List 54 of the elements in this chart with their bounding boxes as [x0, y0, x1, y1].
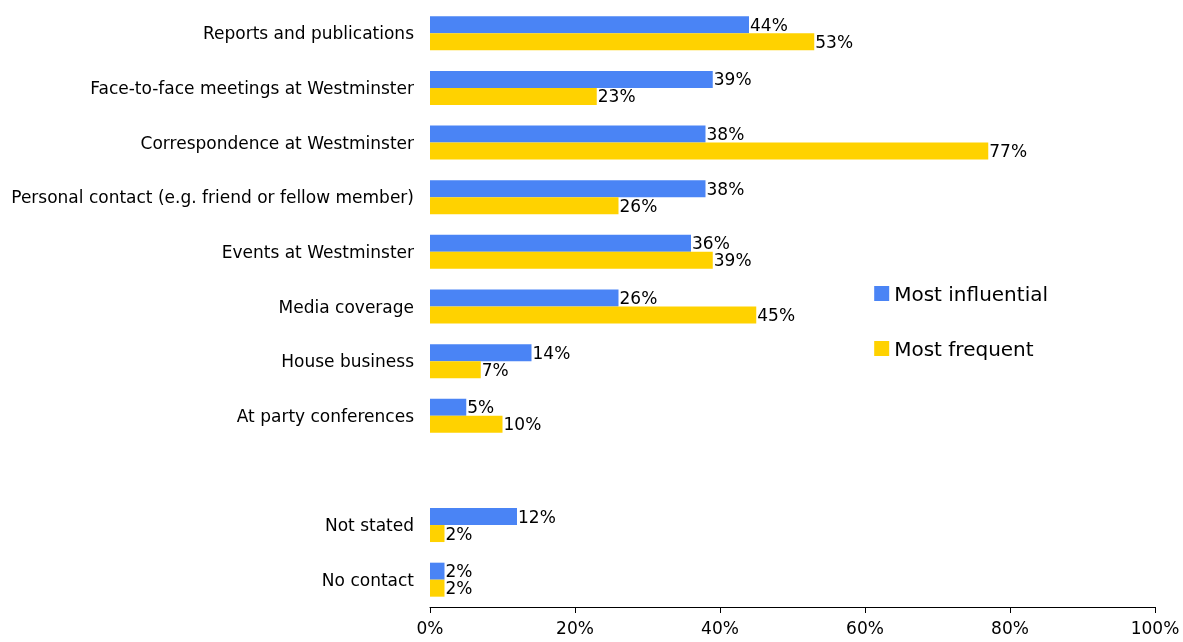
bar [430, 70, 713, 88]
bar [430, 142, 989, 160]
data-label: 26% [619, 195, 658, 216]
y-tick-label: Correspondence at Westminster [140, 132, 415, 153]
y-tick-label: House business [281, 351, 415, 372]
data-label: 12% [518, 506, 556, 527]
bar [430, 87, 597, 105]
data-label: 26% [619, 288, 658, 308]
data-label: 7% [481, 359, 509, 380]
bar [430, 579, 445, 597]
bar [430, 415, 503, 433]
data-label: 53% [815, 31, 854, 52]
y-tick-label: Face-to-face meetings at Westminster [90, 77, 414, 98]
x-tick-label: 0% [416, 617, 444, 638]
data-label: 38% [706, 124, 745, 145]
bar [430, 344, 532, 362]
x-tick-label: 80% [991, 617, 1029, 638]
bar [430, 251, 713, 269]
data-label: 38% [706, 178, 745, 199]
data-label: 2% [445, 523, 473, 544]
bar [430, 361, 481, 379]
data-label: 44% [750, 14, 788, 35]
y-tick-label: Reports and publications [203, 23, 415, 44]
bar [430, 306, 757, 324]
x-tick-label: 40% [701, 617, 739, 638]
bar [430, 562, 445, 580]
x-tick-label: 60% [846, 617, 884, 638]
data-label: 5% [467, 397, 495, 418]
data-label: 45% [757, 305, 796, 325]
y-tick-label: Events at Westminster [221, 241, 414, 262]
data-label: 14% [532, 342, 571, 363]
bar [430, 234, 691, 252]
y-tick-label: At party conferences [236, 405, 415, 426]
data-label: 23% [597, 86, 636, 107]
data-label: 10% [503, 414, 542, 435]
data-label: 77% [989, 141, 1028, 162]
bar [430, 180, 706, 198]
bar [430, 525, 445, 543]
bar [430, 398, 467, 416]
bar [430, 33, 815, 51]
legend-label: Most frequent [894, 336, 1034, 361]
legend-label: Most influential [894, 281, 1048, 306]
bar [430, 125, 706, 143]
y-tick-label: Personal contact (e.g. friend or fellow member) [11, 187, 414, 208]
bar [430, 197, 619, 215]
data-label: 39% [713, 69, 752, 90]
bar [430, 16, 749, 34]
bar [430, 289, 619, 307]
y-tick-label: Media coverage [278, 296, 414, 317]
x-tick-label: 100% [1130, 617, 1180, 638]
y-tick-label: Not stated [324, 515, 414, 536]
y-tick-label: No contact [321, 569, 415, 590]
bar [430, 508, 517, 526]
x-tick-label: 20% [556, 617, 594, 638]
